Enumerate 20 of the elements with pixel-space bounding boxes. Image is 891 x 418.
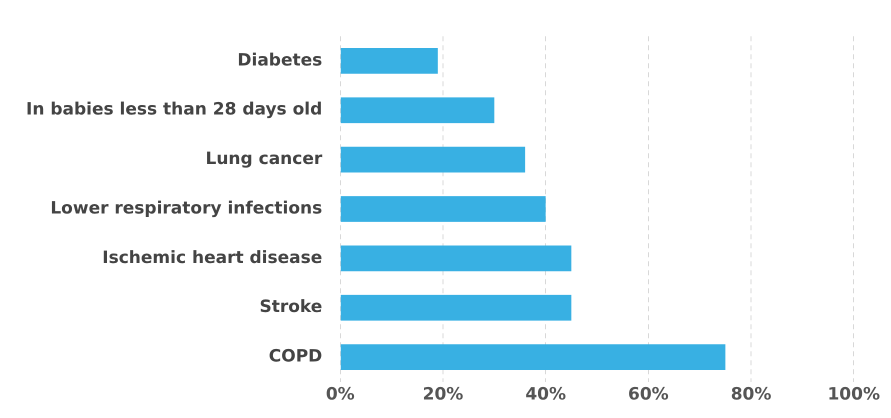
- y-tick-label: COPD: [268, 346, 322, 367]
- bar: [340, 344, 726, 370]
- y-tick-label: Stroke: [259, 297, 322, 318]
- x-tick-label: 20%: [422, 384, 464, 404]
- bar: [340, 294, 572, 321]
- bar: [340, 246, 572, 272]
- x-tick-label: 40%: [525, 384, 566, 404]
- bar: [340, 48, 438, 74]
- x-tick-label: 80%: [730, 384, 772, 404]
- y-tick-label: Ischemic heart disease: [102, 248, 322, 268]
- bar: [340, 146, 526, 172]
- y-tick-label: Diabetes: [237, 50, 322, 70]
- x-tick-label: 60%: [628, 384, 669, 404]
- x-tick-label: 100%: [827, 384, 880, 404]
- y-tick-label: Lung cancer: [205, 149, 323, 170]
- bar: [340, 196, 546, 222]
- y-tick-label: In babies less than 28 days old: [26, 100, 322, 120]
- y-tick-label: Lower respiratory infections: [50, 198, 322, 218]
- x-tick-label: 0%: [326, 384, 355, 404]
- bar: [340, 97, 494, 124]
